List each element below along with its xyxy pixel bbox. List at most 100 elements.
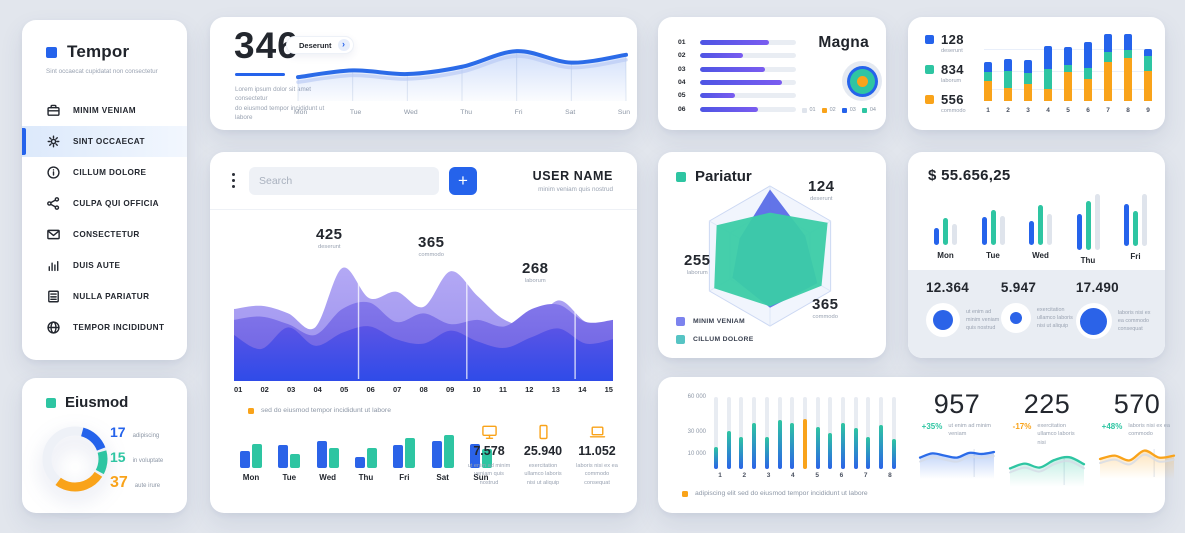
bar-fill [866, 436, 871, 469]
money-stat-detail: laboris nisi ex ea commodo consequat [1075, 303, 1151, 339]
donut-stat-value: 17 [110, 424, 126, 440]
bottom-bar-chart [714, 397, 896, 469]
sidebar-item-label: NULLA PARIATUR [73, 292, 150, 301]
sidebar-item-cillum-dolore[interactable]: CILLUM DOLORE [22, 157, 187, 188]
wave-area-chart [234, 256, 613, 386]
sidebar-item-duis-aute[interactable]: DUIS AUTE [22, 250, 187, 281]
stacked-column [1004, 58, 1012, 101]
bar-fill [790, 423, 795, 469]
mini-stat-meta: -17% exercitation ullamco laboris nisi [1008, 422, 1086, 447]
donut-stat-value: 37 [110, 474, 128, 491]
segment-laborum [1064, 64, 1072, 72]
money-bar-trio [1124, 194, 1147, 246]
mini-stat-label: exercitation ullamco laboris nisi [1037, 423, 1075, 446]
deserunt-dropdown-label: Deserunt [299, 40, 332, 50]
laptop-icon [570, 424, 624, 442]
stat-346-text2: do eiusmod tempor incididunt ut labore [235, 105, 325, 122]
x-tick-label: 3 [1026, 107, 1030, 114]
x-tick-label: Wed [319, 473, 337, 482]
annotation-value: 365 [812, 296, 839, 313]
progress-label: 04 [678, 79, 686, 87]
bottom-bar-slot [714, 397, 718, 469]
segment-laborum [1004, 70, 1012, 88]
pariatur-card: Pariatur 124 deserunt 255 laborum 365 commodo… [658, 152, 886, 358]
segment-deserunt [1084, 41, 1092, 68]
annotation-label: deserunt [809, 196, 833, 202]
legend-square-icon [801, 107, 807, 113]
eiusmod-bullet-icon [46, 397, 56, 408]
legend-square-icon [925, 65, 934, 74]
device-stat-value: 25.940 [523, 444, 563, 458]
stacked-bar-chart [984, 31, 1152, 101]
x-tick-label: 01 [234, 385, 243, 394]
legend-item: 128 deserunt [925, 32, 966, 62]
week-bar-pair [278, 434, 301, 468]
add-button[interactable]: + [449, 166, 477, 195]
mini-stat-value: 225 [1023, 389, 1071, 419]
annotation-label: deserunt [317, 244, 341, 250]
sidebar-item-sint-occaecat[interactable]: SINT OCCAECAT [22, 126, 187, 157]
bottom-bar-slot [764, 397, 769, 469]
annotation-label: laborum [686, 270, 708, 276]
legend-square-icon [821, 107, 827, 113]
segment-laborum [1024, 73, 1032, 84]
legend-item: 01 [801, 107, 816, 113]
money-bar-group: Wed [1029, 194, 1052, 260]
chevron-right-icon: › [337, 39, 350, 51]
stacked-column [1064, 47, 1072, 101]
segment-deserunt [1044, 45, 1052, 70]
deserunt-dropdown[interactable]: Deserunt › [286, 36, 354, 54]
bar-blue [469, 444, 480, 468]
bar-green [1038, 204, 1043, 245]
kebab-menu-icon[interactable] [232, 173, 235, 188]
progress-row: 01 [678, 36, 796, 49]
main-header: + USER NAME minim veniam quis nostrud [210, 152, 637, 210]
monitor-icon [462, 424, 516, 442]
legend-item: MINIM VENIAM [676, 312, 754, 330]
bar-fill [891, 439, 896, 469]
x-tick-label: 07 [393, 385, 402, 394]
progress-track [700, 80, 796, 86]
device-stat-label: ut enim ad minim veniam quis nostrud [467, 463, 511, 486]
sidebar-item-tempor-incididunt[interactable]: TEMPOR INCIDIDUNT [22, 312, 187, 343]
device-stat-value: 7.578 [473, 444, 505, 458]
sidebar-item-label: CONSECTETUR [73, 230, 140, 239]
search-input[interactable] [259, 174, 429, 187]
bottom-legend-label: adipiscing elit sed do eiusmod tempor in… [695, 490, 868, 497]
week-bar-group: Tue [278, 434, 301, 482]
sidebar-item-consectetur[interactable]: CONSECTETUR [22, 219, 187, 250]
legend-square-icon [925, 95, 934, 104]
money-bar-trio [981, 194, 1005, 245]
progress-row: 06 [678, 102, 796, 115]
annotation-label: commodo [418, 252, 444, 258]
bar-blue [240, 451, 250, 468]
legend-square-icon [841, 107, 847, 113]
user-name: USER NAME [532, 168, 613, 183]
y-tick-label: 60 000 [687, 394, 706, 400]
x-tick-label: 1 [718, 472, 722, 479]
bar-blue [934, 228, 939, 245]
week-bar-pair [316, 434, 339, 468]
wave-annotation: 425 deserunt [316, 226, 343, 250]
segment-laborum [1084, 67, 1092, 80]
week-bar-group: Mon [240, 434, 262, 482]
user-block[interactable]: USER NAME minim veniam quis nostrud [533, 169, 613, 193]
bar-fill [714, 447, 718, 469]
sidebar-nav: MINIM VENIAM SINT OCCAECAT CILLUM DOLORE CU… [22, 95, 187, 343]
device-stat: 11.052 laboris nisi ex ea commodo consequ… [570, 424, 624, 487]
sidebar-item-minim-veniam[interactable]: MINIM VENIAM [22, 95, 187, 126]
money-stat-value: 12.364 [926, 280, 970, 295]
x-tick-label: Fri [1130, 251, 1141, 261]
legend-item: 834 laborum [925, 62, 966, 92]
bar-green [252, 444, 262, 468]
bottom-bar-slot [790, 397, 795, 469]
bar-green [481, 449, 492, 468]
stacked-column [1084, 41, 1092, 101]
money-stats-panel: 12.364 ut enim ad minim veniam quis nostr… [908, 270, 1165, 358]
sidebar-item-culpa-qui-officia[interactable]: CULPA QUI OFFICIA [22, 188, 187, 219]
week-bar-chart: Mon Tue Wed Thu Fri Sat Sun [240, 434, 492, 482]
money-title: $ 55.656,25 [928, 167, 1011, 184]
sidebar-item-nulla-pariatur[interactable]: NULLA PARIATUR [22, 281, 187, 312]
progress-row: 02 [678, 49, 796, 62]
